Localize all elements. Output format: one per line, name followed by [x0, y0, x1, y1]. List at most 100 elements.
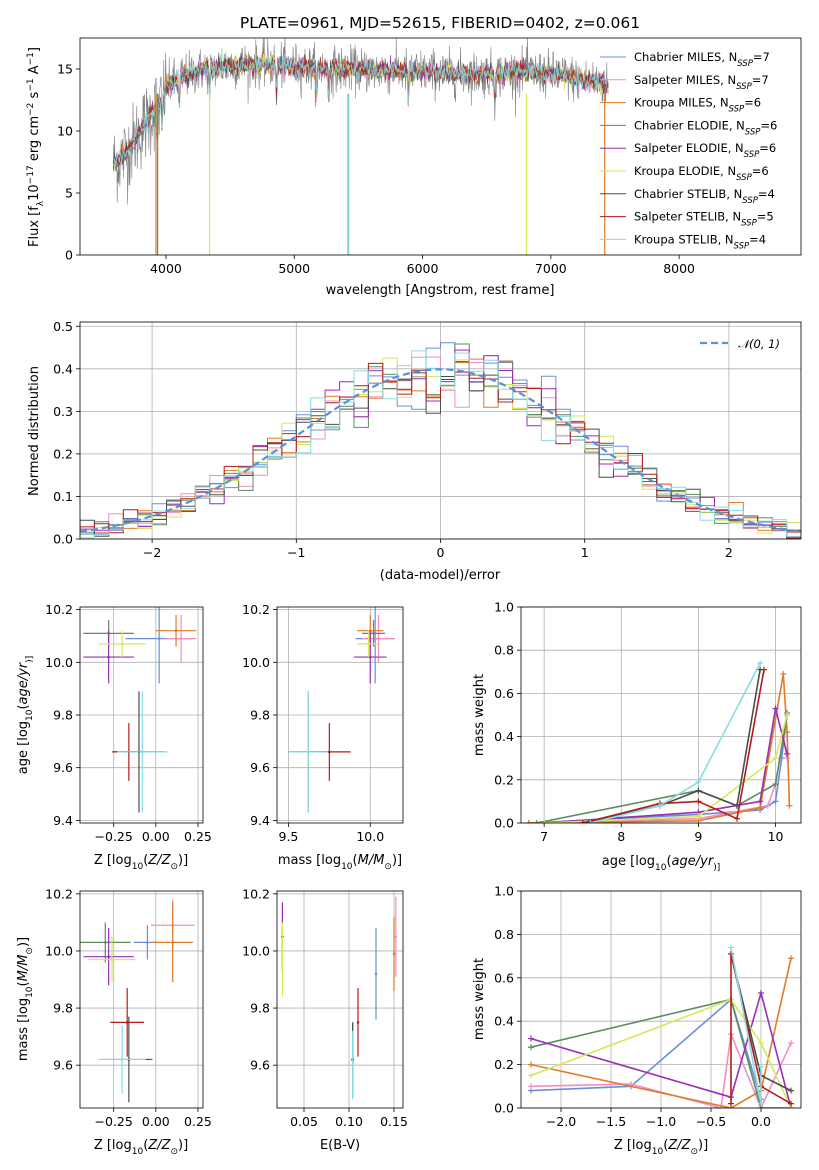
data-point-7 [356, 1021, 360, 1024]
legend-entry-normal: 𝒩(0, 1) [738, 337, 780, 351]
label-part: Z/Z [147, 1138, 171, 1153]
plot-area [288, 607, 395, 813]
plot-area [281, 896, 398, 1100]
legend-subscript: SSP [737, 59, 753, 69]
weight-marker [528, 1072, 534, 1079]
label-part: λ [36, 200, 46, 206]
y-tick-label: 9.6 [53, 760, 73, 775]
label-part: )] [178, 853, 188, 868]
axes-frame [79, 37, 802, 256]
y-tick-label: 0.1 [53, 489, 73, 504]
weight-line-2 [528, 673, 791, 823]
label-part: ( [143, 853, 148, 868]
legend-entry-4: Salpeter ELODIE, NSSP=6 [634, 141, 776, 160]
legend-subscript: SSP [729, 105, 745, 115]
y-tick-label: 9.8 [53, 1001, 73, 1016]
legend-text: Kroupa STELIB, N [634, 232, 734, 246]
y-axis-label: mass weight [472, 958, 487, 1040]
y-tick-label: 10.0 [242, 655, 270, 670]
label-part: 10 [25, 709, 35, 721]
x-axis-label-5: Z [log10(Z/Z⊙)] [94, 1138, 188, 1157]
data-point-3 [103, 941, 107, 944]
weight-marker [579, 820, 586, 823]
chart-title: PLATE=0961, MJD=52615, FIBERID=0402, z=0… [240, 14, 640, 32]
x-tick-label: −2.0 [546, 1114, 576, 1129]
label-part: age [log [16, 721, 31, 774]
legend-count: =4 [749, 232, 766, 246]
weight-marker [758, 1063, 764, 1070]
weight-marker [728, 1100, 734, 1107]
label-part: erg cm [27, 116, 42, 165]
weight-marker [772, 781, 779, 788]
label-part: A [27, 65, 42, 78]
axes-2: −0.25 0.00 0.25 9.4 9.6 9.8 10.0 10.2 [45, 602, 212, 844]
weight-marker [541, 820, 548, 823]
label-part: Z [log [614, 1138, 652, 1153]
legend-subscript: SSP [741, 219, 757, 229]
weight-marker [695, 798, 702, 805]
weight-marker [528, 1044, 534, 1051]
observed-spectrum [113, 38, 609, 205]
x-tick-label: 0.10 [335, 1114, 363, 1129]
data-point-2 [392, 952, 396, 956]
weight-marker [728, 944, 734, 951]
legend-text: Kroupa MILES, N [634, 96, 729, 110]
weight-marker [788, 1100, 794, 1107]
label-part: age [log [602, 854, 655, 869]
weight-marker [780, 670, 787, 677]
legend-subscript: SSP [736, 82, 752, 92]
x-tick-label: 7000 [535, 261, 567, 276]
axes-frame [276, 890, 404, 1109]
x-axis-label-4: age [log10(age/yr)] [602, 854, 720, 873]
y-tick-label: 9.6 [250, 760, 270, 775]
label-part: M/M [16, 955, 31, 982]
legend-entry-2: Kroupa MILES, NSSP=6 [634, 96, 761, 115]
data-point-4 [107, 655, 110, 659]
x-tick-label: 10 [768, 829, 784, 844]
y-axis-label: mass weight [472, 674, 487, 756]
weight-line-2 [530, 958, 792, 1108]
x-tick-label: 0.00 [142, 829, 170, 844]
label-part: ⊙ [25, 947, 35, 955]
data-point-1 [394, 935, 398, 938]
x-tick-label: −1.5 [596, 1114, 626, 1129]
label-part: )] [713, 863, 720, 873]
y-tick-label: 9.4 [250, 813, 270, 828]
legend-count: =5 [757, 210, 774, 224]
label-part: ⊙ [170, 1147, 178, 1157]
y-tick-label: 0.4 [494, 729, 514, 744]
x-axis-label-6: E(B-V) [320, 1138, 360, 1153]
x-tick-label: −0.25 [95, 829, 133, 844]
y-tick-label: 0 [65, 248, 73, 263]
weight-marker [533, 820, 540, 823]
y-axis-label-2: age [log10(age/yr)] [16, 656, 35, 774]
legend-count: =6 [760, 118, 777, 132]
y-tick-label: 9.4 [53, 813, 73, 828]
legend-count: =6 [759, 141, 776, 155]
y-tick-label: 0.2 [494, 1057, 514, 1072]
weight-marker [525, 820, 532, 823]
label-part: )] [178, 1138, 188, 1153]
y-tick-label: 10.2 [45, 886, 73, 901]
legend-count: =4 [758, 187, 775, 201]
weight-marker [695, 787, 702, 794]
x-tick-label: 6000 [407, 261, 439, 276]
label-part: 10 [341, 862, 353, 872]
x-tick-label: 2 [725, 545, 733, 560]
plot-area [83, 607, 197, 813]
legend-count: =6 [744, 96, 761, 110]
weight-marker [757, 798, 764, 805]
label-part: ( [663, 1138, 668, 1153]
weight-line-6 [582, 669, 761, 823]
weight-marker [587, 820, 594, 823]
x-tick-label: 5000 [278, 261, 310, 276]
label-part: ( [143, 1138, 148, 1153]
x-tick-label: 10.0 [356, 829, 384, 844]
weight-marker [788, 955, 794, 962]
axes-frame [79, 321, 802, 540]
y-tick-label: 0.3 [53, 404, 73, 419]
axes-4: 7 8 9 10 0.0 0.2 0.4 0.6 0.8 1.0 mass weight [472, 600, 802, 844]
label-part: age/yr [16, 661, 31, 704]
label-part: 10 [132, 862, 144, 872]
